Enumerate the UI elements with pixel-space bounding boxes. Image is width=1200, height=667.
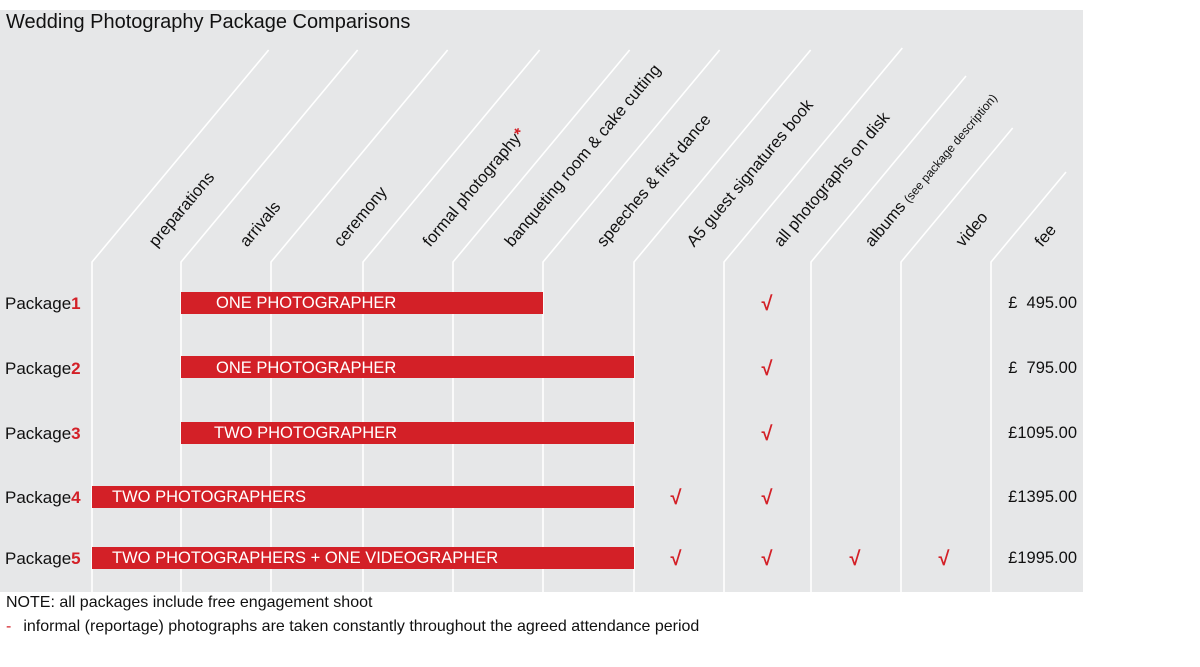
- package-1-disk-tick: √: [761, 293, 773, 315]
- column-divider: [990, 171, 1067, 592]
- note-reportage: - informal (reportage) photographs are ta…: [6, 618, 700, 635]
- note-engagement: NOTE: all packages include free engageme…: [6, 594, 373, 611]
- package-3-coverage-bar: [181, 422, 634, 444]
- package-2-fee: £ 795.00: [1008, 359, 1077, 377]
- package-1-fee: £ 495.00: [1008, 294, 1077, 312]
- package-5-bar-text: TWO PHOTOGRAPHERS + ONE VIDEOGRAPHER: [112, 549, 499, 567]
- column-divider: [362, 49, 541, 592]
- package-4-fee: £1395.00: [1008, 488, 1077, 506]
- package-5-disk-tick: √: [761, 548, 773, 570]
- package-2-label: Package2: [5, 359, 81, 378]
- column-divider: [723, 47, 903, 592]
- package-5-albums-tick: √: [849, 548, 861, 570]
- package-5-coverage-bar: [92, 547, 634, 569]
- page-title: Wedding Photography Package Comparisons: [6, 11, 411, 33]
- package-1-bar-text: ONE PHOTOGRAPHER: [216, 294, 397, 312]
- package-4-disk-tick: √: [761, 487, 773, 509]
- red-dash-marker: -: [6, 618, 12, 635]
- package-3-disk-tick: √: [761, 423, 773, 445]
- package-2-disk-tick: √: [761, 358, 773, 380]
- column-divider: [542, 49, 721, 592]
- package-2-coverage-bar: [181, 356, 634, 378]
- package-1-coverage-bar: [181, 292, 543, 314]
- column-divider: [91, 49, 270, 592]
- package-5-label: Package5: [5, 549, 81, 568]
- column-divider: [180, 49, 359, 592]
- package-1-label: Package1: [5, 294, 81, 313]
- package-4-coverage-bar: [92, 486, 634, 508]
- package-2-bar-text: ONE PHOTOGRAPHER: [216, 359, 397, 377]
- column-divider: [270, 49, 449, 592]
- column-divider: [900, 127, 1014, 592]
- column-dividers: [91, 47, 1067, 592]
- column-divider: [452, 49, 631, 592]
- package-3-bar-text: TWO PHOTOGRAPHER: [214, 424, 398, 442]
- package-4-label: Package4: [5, 488, 81, 507]
- package-3-fee: £1095.00: [1008, 424, 1077, 442]
- package-5-video-tick: √: [938, 548, 950, 570]
- column-divider: [633, 49, 812, 592]
- package-5-fee: £1995.00: [1008, 549, 1077, 567]
- package-4-bar-text: TWO PHOTOGRAPHERS: [112, 488, 307, 506]
- package-3-label: Package3: [5, 424, 81, 443]
- package-4-guestbook-tick: √: [670, 487, 682, 509]
- column-divider: [810, 75, 967, 592]
- package-5-guestbook-tick: √: [670, 548, 682, 570]
